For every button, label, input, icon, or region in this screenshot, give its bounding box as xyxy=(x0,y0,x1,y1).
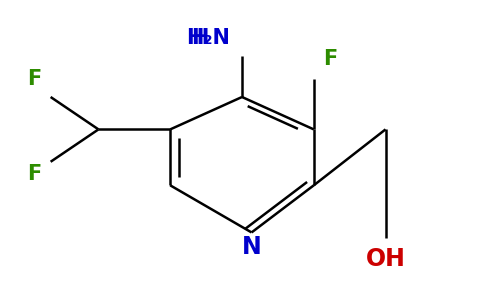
Text: F: F xyxy=(323,49,337,69)
Text: OH: OH xyxy=(365,247,406,271)
Text: H₂N: H₂N xyxy=(186,28,230,48)
Text: H: H xyxy=(191,28,209,48)
Text: F: F xyxy=(27,164,41,184)
Text: N: N xyxy=(242,235,261,259)
Text: F: F xyxy=(27,69,41,89)
